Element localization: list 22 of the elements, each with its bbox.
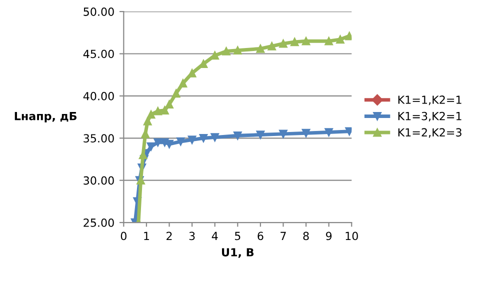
x-tick-label: 5 xyxy=(234,232,240,240)
x-tick-label: 8 xyxy=(303,232,309,240)
y-tick-label: 50.00 xyxy=(84,8,114,16)
x-tick-label: 4 xyxy=(212,232,218,240)
legend-label: K1=2,K2=3 xyxy=(398,128,462,138)
legend-label: K1=1,K2=1 xyxy=(398,96,462,106)
y-tick-label: 30.00 xyxy=(84,176,114,185)
y-tick-label: 45.00 xyxy=(83,50,114,58)
y-axis-title: Lнапр, дБ xyxy=(14,112,76,122)
x-tick-label: 6 xyxy=(258,232,264,240)
x-tick-label: 7 xyxy=(280,232,286,240)
x-tick-label: 0 xyxy=(120,232,126,240)
y-tick-label: 35.00 xyxy=(84,134,114,143)
x-tick-label: 3 xyxy=(189,232,195,240)
x-axis-title: U1, В xyxy=(222,248,254,258)
legend-label: K1=3,K2=1 xyxy=(398,112,462,122)
x-tick-label: 2 xyxy=(166,232,172,240)
x-tick-label: 9 xyxy=(326,232,332,240)
x-tick-label: 1 xyxy=(144,232,149,240)
y-tick-label: 25.00 xyxy=(84,218,114,227)
x-tick-label: 10 xyxy=(346,232,358,240)
y-tick-label: 40.00 xyxy=(83,92,114,100)
